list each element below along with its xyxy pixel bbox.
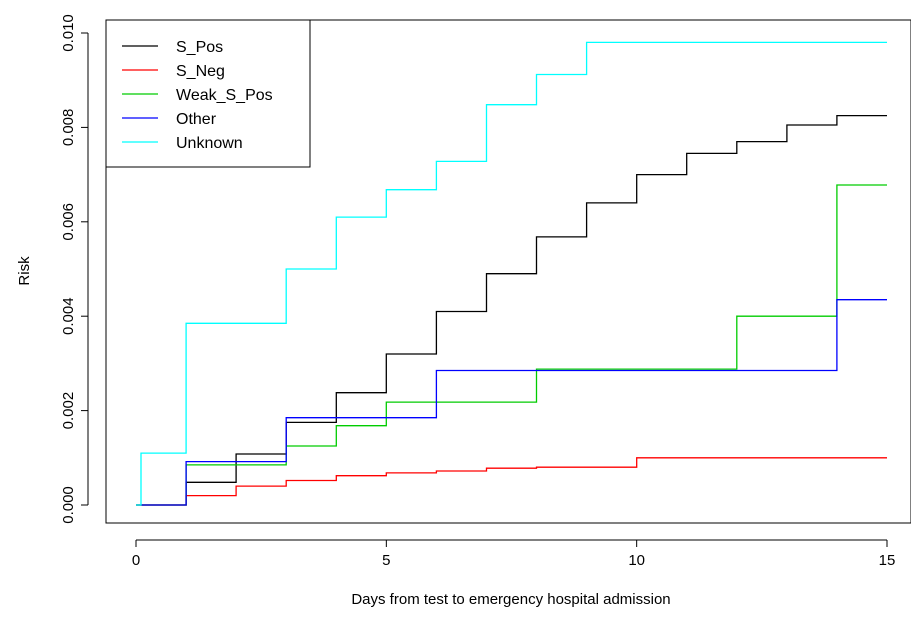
series-line-unknown [136,41,887,506]
y-tick-label-3: 0.006 [60,203,77,241]
x-tick-label-2: 10 [628,552,645,569]
legend: S_Pos S_Neg Weak_S_Pos Other Unknown [105,19,311,168]
y-axis-title: Risk [16,256,33,286]
x-axis-title: Days from test to emergency hospital adm… [351,591,670,608]
y-tick-label-4: 0.008 [60,109,77,147]
x-tick-label-3: 15 [879,552,896,569]
plot-frame [105,19,911,524]
legend-label-s-neg: S_Neg [176,63,225,80]
x-tick-label-1: 5 [382,552,390,569]
axes [87,19,911,541]
series-line-other [136,299,887,506]
legend-label-other: Other [176,111,217,128]
y-tick-label-1: 0.002 [60,392,77,430]
x-ticks: 0 5 10 15 [132,540,896,569]
y-tick-label-0: 0.000 [60,486,77,524]
legend-label-s-pos: S_Pos [176,39,223,56]
y-tick-label-5: 0.010 [60,14,77,52]
series-line-s-pos [136,114,887,506]
y-ticks: 0.000 0.002 0.004 0.006 0.008 0.010 [60,14,88,524]
series-line-weak-s-pos [136,184,887,506]
series-line-s-neg [136,457,887,506]
legend-label-unknown: Unknown [176,135,243,152]
plot-lines [136,41,887,506]
y-tick-label-2: 0.004 [60,297,77,335]
x-tick-label-0: 0 [132,552,140,569]
legend-label-weak-s-pos: Weak_S_Pos [176,87,273,104]
